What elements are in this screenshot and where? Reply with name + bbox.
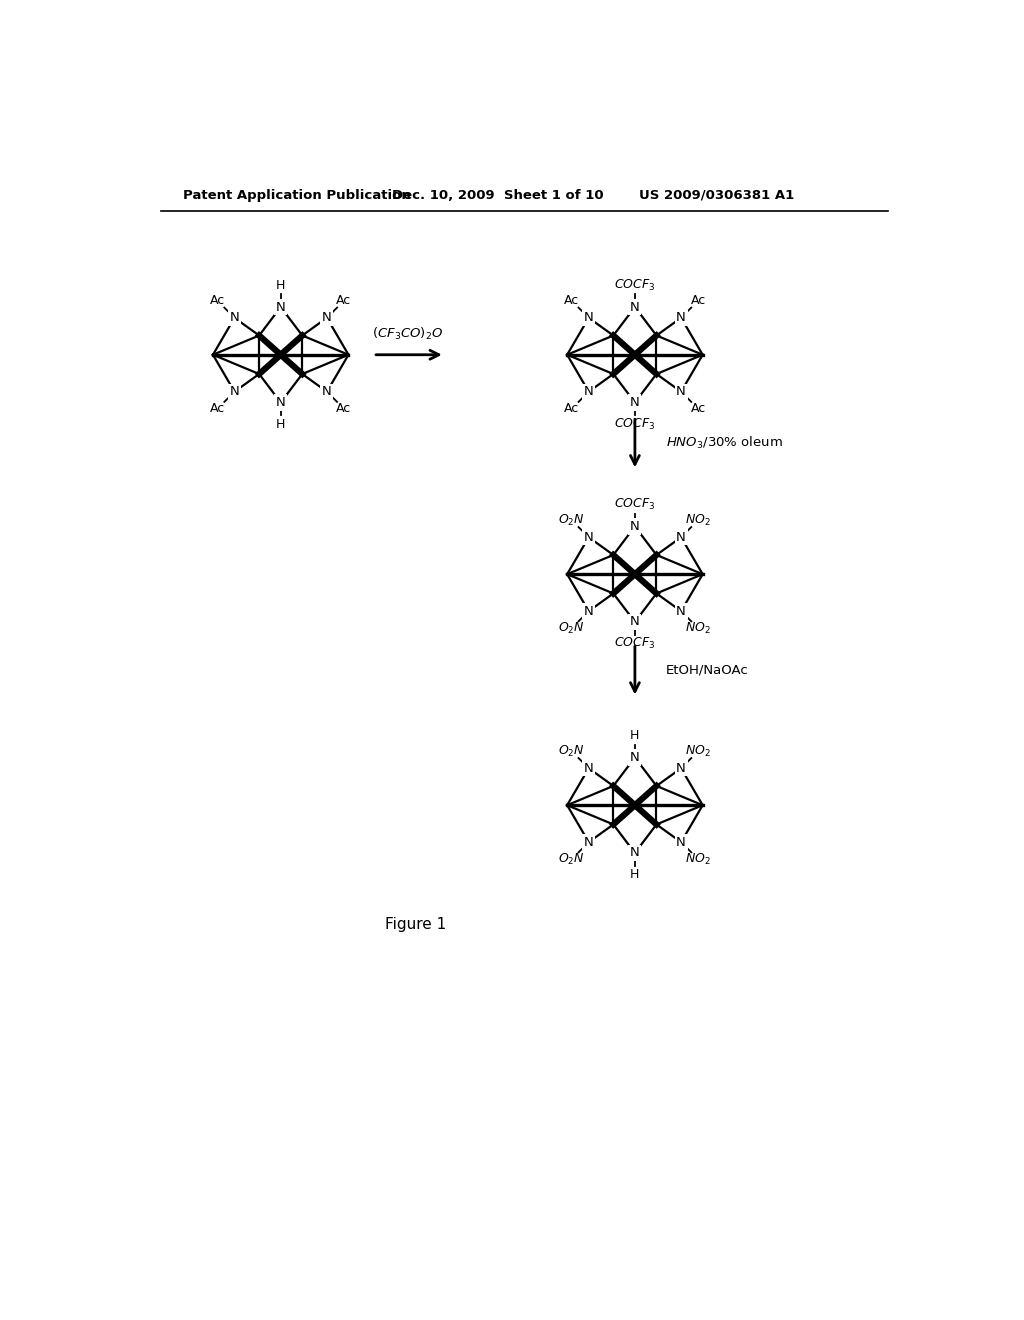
Text: N: N <box>322 385 332 399</box>
Text: N: N <box>630 846 640 859</box>
Text: Ac: Ac <box>336 403 351 416</box>
Text: Ac: Ac <box>210 403 225 416</box>
Text: Ac: Ac <box>564 403 580 416</box>
Text: $HNO_3$/30% oleum: $HNO_3$/30% oleum <box>666 436 782 451</box>
Text: $COCF_3$: $COCF_3$ <box>614 636 655 651</box>
Text: N: N <box>322 312 332 325</box>
Text: N: N <box>584 531 594 544</box>
Text: $COCF_3$: $COCF_3$ <box>614 498 655 512</box>
Text: N: N <box>630 396 640 409</box>
Text: N: N <box>630 301 640 314</box>
Text: H: H <box>276 279 286 292</box>
Text: H: H <box>276 417 286 430</box>
Text: N: N <box>630 615 640 628</box>
Text: Ac: Ac <box>690 403 706 416</box>
Text: $O_2N$: $O_2N$ <box>558 620 585 636</box>
Text: $COCF_3$: $COCF_3$ <box>614 279 655 293</box>
Text: N: N <box>676 312 686 325</box>
Text: N: N <box>275 396 286 409</box>
Text: N: N <box>584 385 594 399</box>
Text: N: N <box>584 762 594 775</box>
Text: N: N <box>584 312 594 325</box>
Text: N: N <box>630 520 640 533</box>
Text: N: N <box>676 605 686 618</box>
Text: Ac: Ac <box>690 294 706 308</box>
Text: Ac: Ac <box>210 294 225 308</box>
Text: $O_2N$: $O_2N$ <box>558 851 585 867</box>
Text: N: N <box>630 751 640 764</box>
Text: Ac: Ac <box>336 294 351 308</box>
Text: EtOH/NaOAc: EtOH/NaOAc <box>666 664 749 677</box>
Text: H: H <box>630 730 640 742</box>
Text: N: N <box>676 385 686 399</box>
Text: N: N <box>275 301 286 314</box>
Text: N: N <box>584 836 594 849</box>
Text: $COCF_3$: $COCF_3$ <box>614 417 655 432</box>
Text: $NO_2$: $NO_2$ <box>685 512 711 528</box>
Text: Figure 1: Figure 1 <box>385 917 446 932</box>
Text: $NO_2$: $NO_2$ <box>685 743 711 759</box>
Text: US 2009/0306381 A1: US 2009/0306381 A1 <box>639 189 794 202</box>
Text: $(CF_3CO)_2O$: $(CF_3CO)_2O$ <box>372 326 443 342</box>
Text: N: N <box>229 385 240 399</box>
Text: Dec. 10, 2009  Sheet 1 of 10: Dec. 10, 2009 Sheet 1 of 10 <box>392 189 604 202</box>
Text: N: N <box>584 605 594 618</box>
Text: N: N <box>676 531 686 544</box>
Text: N: N <box>676 836 686 849</box>
Text: $NO_2$: $NO_2$ <box>685 851 711 867</box>
Text: Patent Application Publication: Patent Application Publication <box>183 189 411 202</box>
Text: $NO_2$: $NO_2$ <box>685 620 711 636</box>
Text: $O_2N$: $O_2N$ <box>558 512 585 528</box>
Text: $O_2N$: $O_2N$ <box>558 743 585 759</box>
Text: N: N <box>229 312 240 325</box>
Text: H: H <box>630 869 640 880</box>
Text: Ac: Ac <box>564 294 580 308</box>
Text: N: N <box>676 762 686 775</box>
